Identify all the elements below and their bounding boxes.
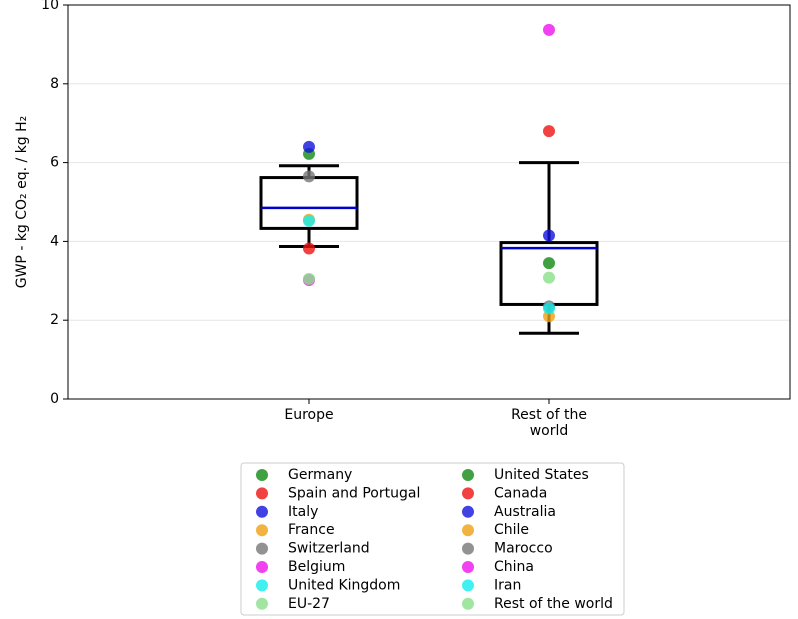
plot-frame — [67, 4, 791, 400]
data-point — [543, 271, 555, 284]
legend-label: Iran — [494, 577, 521, 593]
legend-marker — [462, 561, 474, 573]
legend-label: Switzerland — [288, 541, 370, 557]
legend-marker — [462, 524, 474, 537]
y-tick-label: 8 — [50, 76, 59, 92]
y-axis-label: GWP - kg CO₂ eq. / kg H₂ — [14, 116, 30, 289]
legend-marker — [462, 469, 474, 481]
legend-marker — [256, 561, 268, 573]
y-tick-label: 0 — [50, 391, 59, 407]
legend-marker — [256, 597, 268, 610]
legend-marker — [462, 542, 474, 555]
data-point — [543, 23, 555, 36]
data-point — [543, 229, 555, 242]
data-point — [303, 170, 315, 183]
legend-marker — [256, 524, 268, 537]
legend-label: United States — [494, 467, 589, 483]
legend-label: France — [288, 522, 335, 538]
legend-marker — [462, 597, 474, 610]
legend-label: Australia — [494, 504, 556, 520]
legend-marker — [256, 505, 268, 518]
legend-label: Germany — [288, 467, 352, 483]
data-point — [303, 272, 315, 285]
legend-label: EU-27 — [288, 596, 330, 612]
data-point — [303, 214, 315, 227]
y-tick-label: 6 — [50, 155, 59, 171]
y-tick-label: 4 — [50, 233, 59, 249]
legend-label: Chile — [494, 522, 529, 538]
y-tick-label: 2 — [50, 312, 59, 328]
legend-marker — [256, 487, 268, 500]
y-tick-label: 10 — [41, 0, 59, 13]
legend-label: Marocco — [494, 541, 553, 557]
legend-label: China — [494, 559, 534, 575]
legend-marker — [256, 579, 268, 592]
legend-label: Rest of the world — [494, 596, 613, 612]
legend-label: United Kingdom — [288, 577, 400, 593]
data-point — [543, 302, 555, 315]
legend: Germany Spain and Portugal Italy France Swit… — [240, 462, 625, 616]
legend-marker — [256, 542, 268, 555]
data-point — [543, 125, 555, 138]
x-tick-label: Rest of the world — [511, 407, 587, 439]
data-point — [303, 242, 315, 255]
legend-marker — [462, 579, 474, 592]
data-point — [303, 140, 315, 153]
legend-label: Italy — [288, 504, 318, 520]
data-point — [543, 257, 555, 270]
legend-label: Belgium — [288, 559, 345, 575]
legend-marker — [462, 505, 474, 518]
legend-frame — [240, 462, 625, 616]
legend-marker — [256, 469, 268, 481]
x-tick-label: Europe — [284, 407, 334, 423]
legend-label: Canada — [494, 485, 547, 501]
legend-label: Spain and Portugal — [288, 485, 420, 501]
legend-marker — [462, 487, 474, 500]
